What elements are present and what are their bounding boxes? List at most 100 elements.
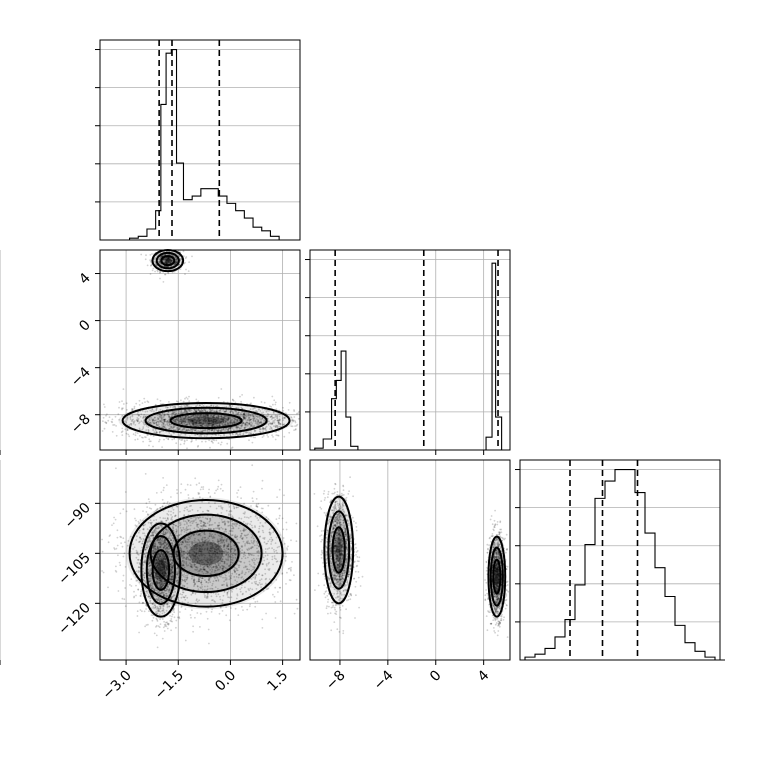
scatter-2-vs-1-point xyxy=(167,257,170,259)
scatter-3-vs-1-point xyxy=(140,590,143,593)
scatter-2-vs-1-point xyxy=(179,258,182,260)
scatter-2-vs-1-point xyxy=(169,261,171,264)
scatter-2-vs-1-point xyxy=(154,270,157,273)
scatter-2-vs-1-point xyxy=(134,438,137,441)
scatter-2-vs-1-point xyxy=(162,421,164,424)
scatter-2-vs-1-point xyxy=(165,260,167,263)
scatter-2-vs-1-point xyxy=(174,263,176,265)
scatter-2-vs-1-point xyxy=(166,258,169,261)
scatter-2-vs-1-point xyxy=(163,418,165,421)
scatter-2-vs-1-point xyxy=(262,427,264,430)
scatter-2-vs-1-point xyxy=(217,396,220,399)
panel-hist-3 xyxy=(0,459,725,665)
scatter-2-vs-1-point xyxy=(166,258,169,261)
scatter-2-vs-1-point xyxy=(288,431,291,434)
scatter-2-vs-1-point xyxy=(131,419,134,422)
scatter-2-vs-1-point xyxy=(198,417,201,420)
scatter-2-vs-1-point xyxy=(175,260,178,262)
scatter-2-vs-1-point xyxy=(219,418,222,420)
scatter-2-vs-1-point xyxy=(211,440,214,443)
scatter-2-vs-1-point xyxy=(156,265,159,267)
scatter-3-vs-1-point xyxy=(166,627,169,630)
scatter-2-vs-1-point xyxy=(204,414,206,417)
scatter-2-vs-1-point xyxy=(208,419,210,421)
scatter-2-vs-1-point xyxy=(161,446,164,448)
scatter-2-vs-1-point xyxy=(192,420,195,422)
scatter-2-vs-1-point xyxy=(157,253,159,256)
scatter-2-vs-1-point xyxy=(223,417,226,420)
scatter-2-vs-1-point xyxy=(184,261,186,264)
scatter-2-vs-1-point xyxy=(165,259,168,261)
scatter-2-vs-1-point xyxy=(169,417,171,419)
scatter-2-vs-1-point xyxy=(158,438,161,441)
scatter-3-vs-1-point xyxy=(141,601,144,604)
scatter-3-vs-1-point xyxy=(241,605,243,608)
scatter-2-vs-1-point xyxy=(178,263,181,266)
scatter-2-vs-1-point xyxy=(224,410,227,413)
scatter-2-vs-1-point xyxy=(168,257,170,260)
scatter-3-vs-1-point xyxy=(170,629,173,632)
scatter-2-vs-1-point xyxy=(175,261,178,264)
scatter-2-vs-1-point xyxy=(235,425,237,428)
scatter-2-vs-1-point xyxy=(253,429,256,432)
scatter-2-vs-1-point xyxy=(226,442,229,445)
scatter-2-vs-1-point xyxy=(251,441,254,444)
scatter-3-vs-1-point xyxy=(175,626,177,629)
scatter-2-vs-1-point xyxy=(162,258,165,261)
scatter-2-vs-1-y-tick-label: 0 xyxy=(76,317,94,335)
scatter-3-vs-1-point xyxy=(206,617,209,620)
scatter-2-vs-1-point xyxy=(210,440,213,442)
scatter-2-vs-1-point xyxy=(170,260,173,262)
scatter-3-vs-1-point xyxy=(217,485,220,488)
scatter-2-vs-1-point xyxy=(102,416,105,419)
scatter-2-vs-1-point xyxy=(111,418,114,421)
scatter-2-vs-1-point xyxy=(162,281,165,283)
scatter-2-vs-1-point xyxy=(250,414,252,417)
scatter-2-vs-1-point xyxy=(193,428,195,431)
scatter-2-vs-1-point xyxy=(147,421,150,424)
scatter-2-vs-1-point xyxy=(171,414,173,417)
scatter-2-vs-1-point xyxy=(213,428,216,431)
scatter-2-vs-1-point xyxy=(188,419,191,421)
scatter-2-vs-1-point xyxy=(293,410,296,412)
scatter-2-vs-1-point xyxy=(198,410,201,413)
scatter-2-vs-1-point xyxy=(115,434,118,437)
scatter-2-vs-1-point xyxy=(178,420,181,423)
scatter-2-vs-1-point xyxy=(270,405,273,408)
scatter-2-vs-1-point xyxy=(158,261,161,263)
scatter-2-vs-1-point xyxy=(159,256,161,259)
scatter-2-vs-1-point xyxy=(258,408,261,410)
scatter-2-vs-1-y-tick-label: −4 xyxy=(68,364,94,390)
scatter-2-vs-1-point xyxy=(151,253,153,255)
scatter-2-vs-1-point xyxy=(163,265,166,268)
scatter-3-vs-1-point xyxy=(125,510,128,513)
scatter-2-vs-1-point xyxy=(193,416,196,419)
scatter-3-vs-1-point xyxy=(147,498,150,501)
scatter-2-vs-1-point xyxy=(243,417,246,419)
scatter-2-vs-1-point xyxy=(181,420,184,423)
scatter-2-vs-1-point xyxy=(195,405,198,407)
scatter-2-vs-1-point xyxy=(152,428,155,430)
scatter-2-vs-1-point xyxy=(163,413,166,416)
scatter-2-vs-1-point xyxy=(262,435,265,437)
scatter-3-vs-1-point xyxy=(145,608,148,610)
scatter-2-vs-1-point xyxy=(180,421,183,424)
scatter-2-vs-1-point xyxy=(179,443,182,446)
scatter-2-vs-1-point xyxy=(246,421,249,424)
scatter-2-vs-1-point xyxy=(165,261,167,264)
scatter-2-vs-1-point xyxy=(167,261,170,264)
scatter-2-vs-1-point xyxy=(153,419,156,422)
scatter-2-vs-1-point xyxy=(186,410,189,413)
scatter-2-vs-1-point xyxy=(152,445,154,448)
scatter-2-vs-1-point xyxy=(273,399,276,402)
scatter-3-vs-1-point xyxy=(273,595,276,598)
scatter-2-vs-1-point xyxy=(265,425,268,428)
scatter-2-vs-1-point xyxy=(185,396,188,399)
scatter-2-vs-1-point xyxy=(260,401,263,403)
scatter-2-vs-1-point xyxy=(243,417,246,420)
scatter-2-vs-1-point xyxy=(159,416,162,419)
scatter-2-vs-1-point xyxy=(252,414,255,417)
scatter-3-vs-1-point xyxy=(119,564,122,567)
scatter-2-vs-1-point xyxy=(191,440,193,442)
